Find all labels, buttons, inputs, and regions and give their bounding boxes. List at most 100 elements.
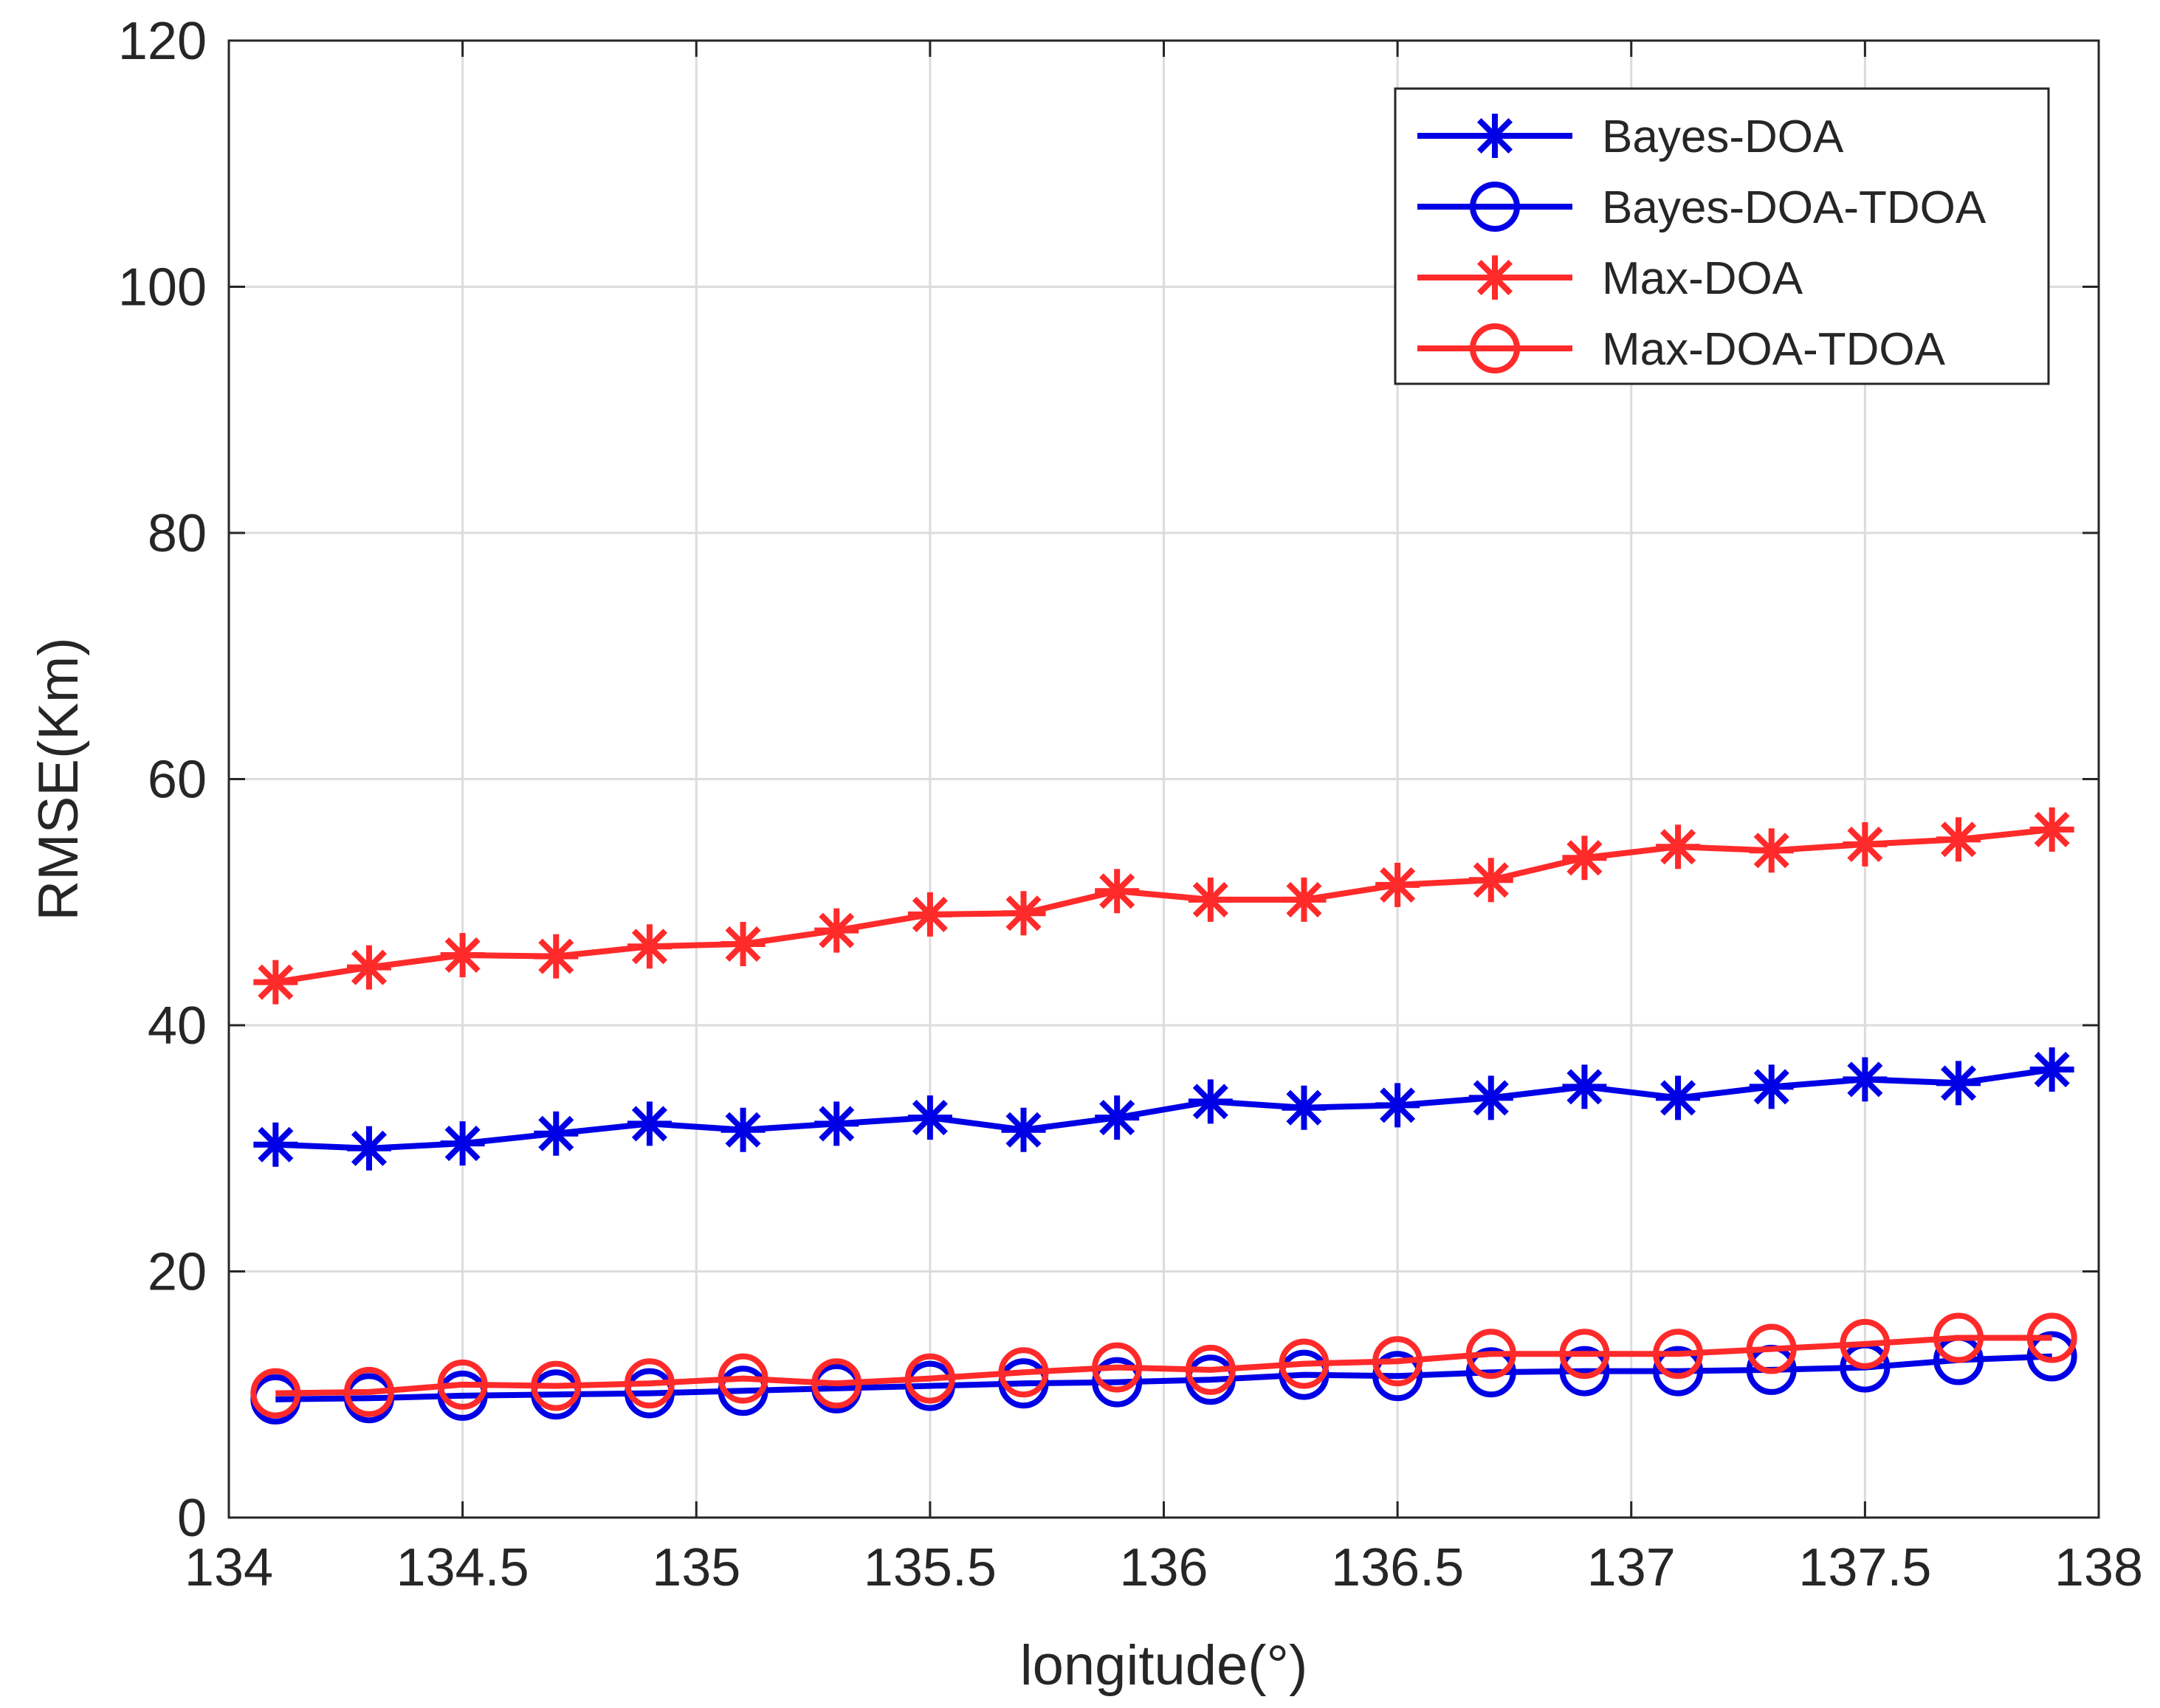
tick-labels: 134 134.5 135 135.5 136 136.5 137 137.5 138 0 20 40… [118, 12, 2143, 1597]
data-point-max-doa-tdoa [1559, 1329, 1610, 1380]
y-tick-label: 20 [148, 1243, 207, 1302]
asterisk-stroke [1286, 881, 1322, 917]
data-point-bayes-doa [1188, 1079, 1233, 1124]
data-point-max-doa-tdoa [1653, 1329, 1704, 1380]
data-point-bayes-doa [1749, 1064, 1794, 1109]
data-point-bayes-doa [814, 1101, 859, 1146]
data-point-max-doa-tdoa [1185, 1344, 1236, 1395]
data-point-bayes-doa [1282, 1085, 1327, 1130]
series-layer [250, 807, 2077, 1425]
asterisk-stroke [912, 1100, 948, 1136]
data-point-max-doa-tdoa [624, 1358, 675, 1409]
asterisk-stroke [1380, 867, 1416, 903]
data-point-bayes-doa [2029, 1047, 2074, 1092]
data-point-max-doa [814, 908, 859, 953]
data-point-max-doa [720, 921, 766, 966]
series-max-doa [253, 807, 2074, 1005]
legend-label-max-doa-tdoa: Max-DOA-TDOA [1602, 324, 1946, 375]
x-tick-label: 136.5 [1331, 1538, 1464, 1597]
data-point-bayes-doa [253, 1122, 298, 1167]
data-point-bayes-doa-tdoa [1372, 1351, 1423, 1402]
asterisk-stroke [538, 938, 574, 974]
series-line-bayes-doa-tdoa [275, 1353, 2052, 1402]
x-axis-label: longitude(°) [1020, 1634, 1308, 1697]
data-point-bayes-doa [1375, 1083, 1420, 1128]
data-point-max-doa [1749, 828, 1794, 873]
data-point-bayes-doa [440, 1121, 485, 1166]
data-point-bayes-doa [1468, 1075, 1513, 1120]
data-point-max-doa-tdoa [437, 1359, 488, 1410]
data-point-max-doa-tdoa [2026, 1312, 2077, 1363]
data-point-max-doa [346, 945, 391, 990]
data-point-max-doa-tdoa [904, 1353, 955, 1404]
data-point-max-doa-tdoa [1465, 1329, 1516, 1380]
y-tick-label: 100 [118, 258, 207, 317]
asterisk-stroke [258, 964, 294, 1000]
asterisk-stroke [1847, 1061, 1883, 1098]
data-point-max-doa [1001, 891, 1046, 936]
x-tick-label: 137 [1587, 1538, 1676, 1597]
asterisk-stroke [1476, 259, 1513, 296]
asterisk-stroke [1566, 1069, 1603, 1105]
data-point-max-doa [534, 934, 579, 979]
data-point-max-doa [627, 924, 672, 969]
series-bayes-doa [253, 1047, 2074, 1171]
legend-marker-max-doa-tdoa [1470, 323, 1520, 373]
y-tick-label: 80 [148, 504, 207, 563]
asterisk-stroke [1099, 1100, 1135, 1136]
data-point-bayes-doa [1095, 1095, 1140, 1140]
asterisk-stroke [631, 929, 667, 965]
data-point-bayes-doa-tdoa [718, 1366, 768, 1416]
asterisk-stroke [1005, 895, 1042, 932]
data-point-max-doa [1936, 817, 1981, 862]
data-point-max-doa-tdoa [998, 1347, 1049, 1398]
data-point-max-doa [1656, 824, 1701, 870]
y-axis-label: RMSE(Km) [27, 637, 90, 920]
x-tick-label: 137.5 [1798, 1538, 1931, 1597]
data-point-max-doa-tdoa [1092, 1342, 1143, 1393]
data-point-bayes-doa [1936, 1061, 1981, 1106]
asterisk-stroke [1476, 117, 1513, 154]
legend-marker-bayes-doa-tdoa [1470, 182, 1520, 232]
series-line-max-doa-tdoa [275, 1335, 2052, 1397]
legend-marker-bayes-doa [1473, 114, 1517, 158]
asterisk-stroke [912, 896, 948, 932]
data-point-bayes-doa [1001, 1107, 1046, 1152]
data-point-max-doa [907, 892, 952, 937]
asterisk-stroke [819, 912, 855, 948]
legend-label-max-doa: Max-DOA [1602, 253, 1803, 304]
asterisk-stroke [258, 1126, 294, 1163]
asterisk-stroke [444, 937, 481, 973]
asterisk-stroke [1660, 829, 1696, 865]
legend-label-bayes-doa-tdoa: Bayes-DOA-TDOA [1602, 182, 1987, 233]
asterisk-stroke [1753, 833, 1789, 869]
x-tick-label: 134 [185, 1538, 273, 1597]
legend-entry-bayes-doa: Bayes-DOA [1417, 111, 1844, 162]
data-point-max-doa-tdoa [343, 1366, 394, 1417]
data-point-bayes-doa [534, 1111, 579, 1156]
y-tick-label: 120 [118, 12, 207, 71]
asterisk-stroke [1473, 1080, 1509, 1116]
asterisk-stroke [819, 1106, 855, 1142]
asterisk-stroke [725, 1112, 761, 1148]
data-point-max-doa [1375, 862, 1420, 907]
data-point-max-doa [253, 960, 298, 1005]
legend: Bayes-DOA Bayes-DOA-TDOA Max-DOA Max-DOA-TD… [1394, 87, 2050, 385]
x-tick-label: 135.5 [864, 1538, 997, 1597]
legend-marker-max-doa [1473, 255, 1517, 300]
asterisk-stroke [444, 1126, 481, 1162]
asterisk-stroke [351, 949, 388, 985]
asterisk-stroke [1473, 862, 1509, 898]
legend-entry-max-doa-tdoa: Max-DOA-TDOA [1417, 323, 1946, 375]
data-point-max-doa-tdoa [531, 1360, 582, 1411]
asterisk-stroke [1005, 1112, 1042, 1148]
data-point-bayes-doa [1562, 1064, 1607, 1109]
data-point-max-doa [1562, 836, 1607, 881]
y-tick-label: 0 [177, 1489, 207, 1548]
asterisk-stroke [1847, 826, 1883, 862]
legend-entry-bayes-doa-tdoa: Bayes-DOA-TDOA [1417, 182, 1987, 233]
data-point-max-doa-tdoa [1933, 1312, 1984, 1363]
data-point-bayes-doa-tdoa [1092, 1357, 1143, 1408]
